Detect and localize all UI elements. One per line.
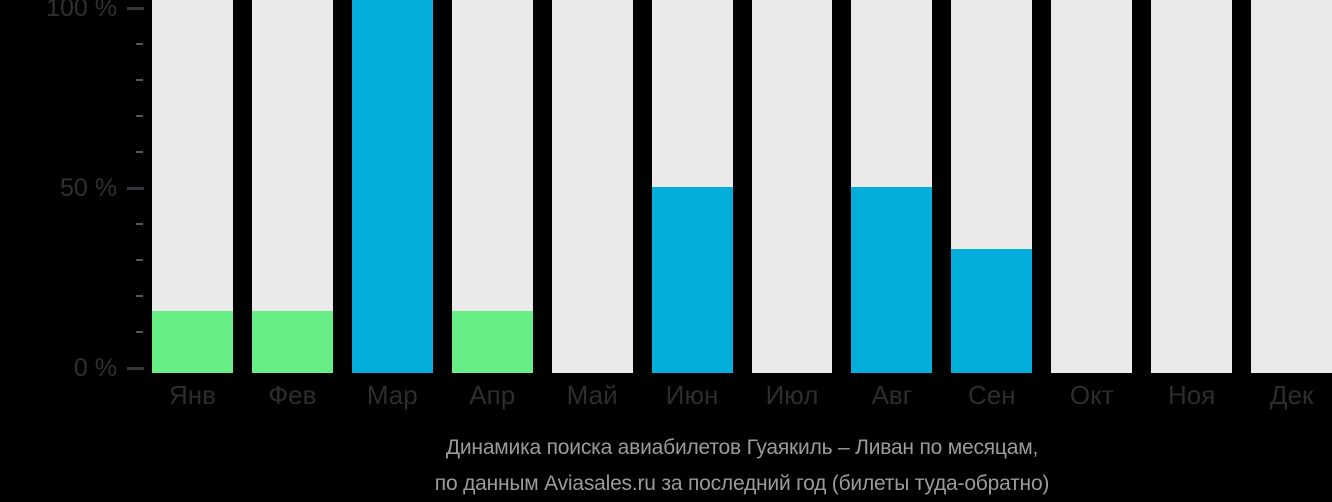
chart-caption: Динамика поиска авиабилетов Гуаякиль – Л…	[152, 430, 1332, 502]
month-label-Июн: Июн	[665, 380, 719, 410]
bar-track-Апр	[451, 0, 533, 373]
y-minor-tick	[136, 295, 143, 297]
bar-track-Мар	[351, 0, 433, 373]
y-tick-label: 100 %	[46, 0, 117, 22]
y-tick-label: 50 %	[60, 174, 117, 202]
bar-track-Май	[551, 0, 633, 373]
caption-line-2: по данным Aviasales.ru за последний год …	[434, 472, 1050, 495]
bar-track-Дек	[1251, 0, 1332, 373]
x-axis-month-labels: Янв Фев Мар Апр Май Июн Июл Авг Сен Окт Ноя Дек	[152, 379, 1332, 411]
bar-value-Фев	[251, 311, 333, 373]
month-label-Окт: Окт	[1069, 380, 1114, 410]
bar-track-Авг	[851, 0, 933, 373]
y-minor-tick	[136, 223, 143, 225]
month-label-Ноя: Ноя	[1168, 380, 1216, 410]
month-label-Мар: Мар	[366, 380, 418, 410]
y-minor-tick	[136, 79, 143, 81]
bar-value-Июн	[651, 187, 733, 373]
month-label-Сен: Сен	[968, 380, 1016, 410]
bar-track-Июл	[751, 0, 833, 373]
month-label-Дек: Дек	[1269, 380, 1314, 410]
bar-value-Сен	[951, 249, 1033, 373]
y-minor-tick	[136, 43, 143, 45]
y-minor-tick	[136, 331, 143, 333]
y-major-tick	[127, 186, 144, 190]
bar-value-Янв	[152, 311, 233, 373]
caption-line-1: Динамика поиска авиабилетов Гуаякиль – Л…	[445, 436, 1039, 459]
bar-value-Авг	[851, 187, 933, 373]
month-label-Май: Май	[566, 380, 618, 410]
bar-track-Янв	[152, 0, 233, 373]
bar-track-Сен	[951, 0, 1033, 373]
bar-value-Апр	[451, 311, 533, 373]
y-axis: 0 % 50 % 100 %	[0, 0, 152, 382]
y-major-tick	[127, 366, 144, 370]
month-label-Июл: Июл	[765, 380, 819, 410]
bar-track-Окт	[1051, 0, 1133, 373]
y-minor-tick	[136, 151, 143, 153]
bar-track-Июн	[651, 0, 733, 373]
bar-value-Мар	[351, 0, 433, 373]
bars	[152, 0, 1332, 373]
month-label-Янв: Янв	[168, 380, 216, 410]
month-label-Фев: Фев	[268, 380, 317, 410]
bar-track-Фев	[251, 0, 333, 373]
y-minor-tick	[136, 259, 143, 261]
month-label-Апр: Апр	[469, 380, 516, 410]
bar-track-Ноя	[1151, 0, 1233, 373]
month-label-Авг: Авг	[871, 380, 913, 410]
y-tick-label: 0 %	[73, 354, 117, 382]
y-major-tick	[127, 6, 144, 10]
y-minor-tick	[136, 115, 143, 117]
